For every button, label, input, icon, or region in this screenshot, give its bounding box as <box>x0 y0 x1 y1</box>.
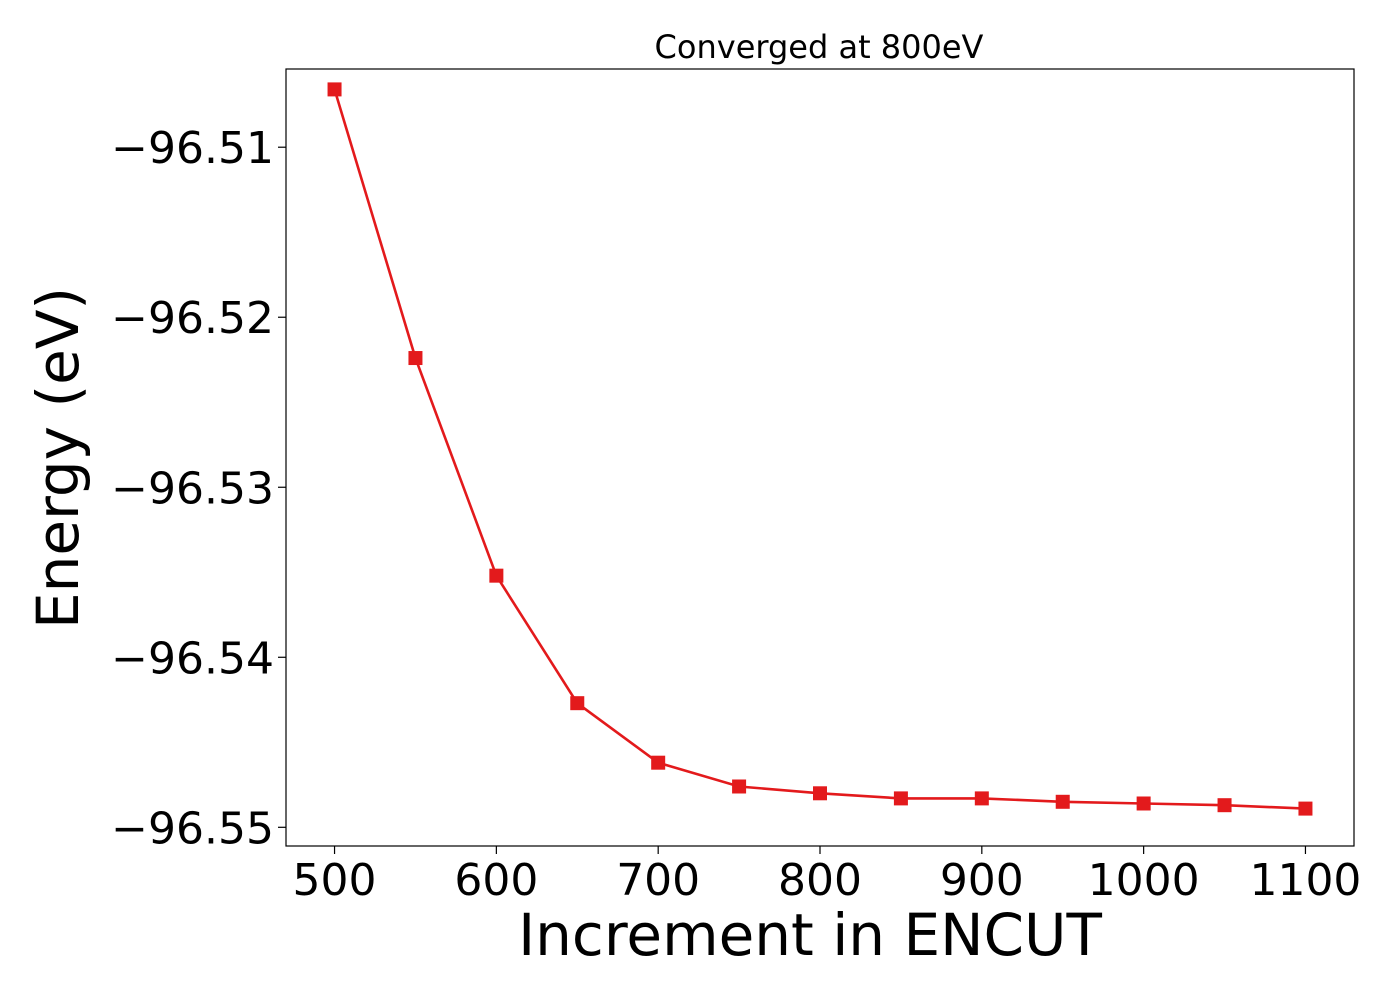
data-point <box>1298 801 1313 816</box>
x-axis-label: Increment in ENCUT <box>518 901 1102 969</box>
data-point <box>1055 794 1070 809</box>
x-tick-label: 1000 <box>1088 855 1200 906</box>
y-axis: −96.51 −96.52 −96.53 −96.54 −96.55 <box>111 123 286 854</box>
y-tick-label: −96.51 <box>111 123 274 174</box>
series-layer <box>327 82 1313 816</box>
data-point <box>893 791 908 806</box>
y-tick-label: −96.52 <box>111 293 274 344</box>
data-point <box>327 82 342 97</box>
data-point <box>1217 798 1232 813</box>
data-point <box>813 786 827 801</box>
y-axis-label: Energy (eV) <box>24 287 92 629</box>
data-point <box>651 755 666 770</box>
y-tick-label: −96.54 <box>111 633 274 684</box>
x-tick-label: 800 <box>778 855 862 906</box>
x-tick-label: 1100 <box>1249 855 1361 906</box>
data-point <box>570 696 585 711</box>
x-tick-label: 700 <box>616 855 700 906</box>
data-point <box>1136 796 1151 811</box>
x-tick-label: 900 <box>940 855 1024 906</box>
data-point <box>408 351 423 366</box>
x-tick-label: 600 <box>454 855 538 906</box>
data-point <box>974 791 989 806</box>
data-point <box>489 568 504 583</box>
chart-title: Converged at 800eV <box>655 28 984 66</box>
data-point <box>732 779 747 794</box>
plot-area <box>285 68 1355 847</box>
y-tick-label: −96.55 <box>111 803 274 854</box>
x-axis: 500 600 700 800 900 1000 1100 <box>293 846 1361 906</box>
x-tick-label: 500 <box>293 855 377 906</box>
y-tick-label: −96.53 <box>111 463 274 514</box>
